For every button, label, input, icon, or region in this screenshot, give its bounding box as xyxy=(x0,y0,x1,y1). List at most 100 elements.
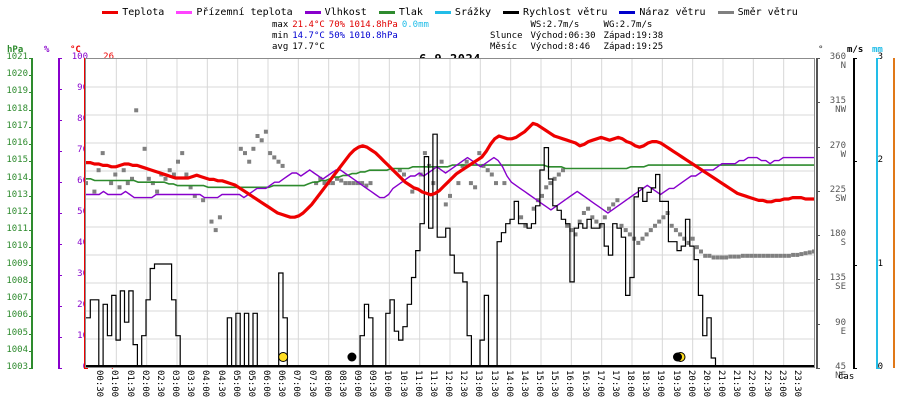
pressure-tick: 1007 xyxy=(6,293,28,304)
humidity-tick: 30 xyxy=(77,269,88,279)
x-tick-label: 15:30 xyxy=(549,370,560,398)
humidity-tick: 50 xyxy=(77,207,88,217)
humidity-tick-mark xyxy=(58,58,62,59)
humidity-tick: 70 xyxy=(77,145,88,155)
x-tick-label: 16:00 xyxy=(564,370,575,398)
humidity-tick: 100 xyxy=(71,52,88,62)
pressure-tick: 1019 xyxy=(6,86,28,97)
stats-row-avg: avg 17.7°C xyxy=(272,42,433,53)
x-tick-label: 16:30 xyxy=(579,370,590,398)
wind-gust-summary: WG:2.7m/s xyxy=(603,20,653,30)
direction-tick: 135 SE xyxy=(829,273,846,293)
x-tick-label: 18:00 xyxy=(625,370,635,398)
temperature-tick-mark xyxy=(84,368,88,369)
direction-tick: 45 NE xyxy=(835,362,846,381)
x-tick-label: 15:00 xyxy=(534,370,544,398)
rain-axis-line xyxy=(876,58,878,368)
moonrise-time: Východ:8:46 xyxy=(530,42,591,52)
x-tick-label: 07:30 xyxy=(306,370,317,398)
series-temperature xyxy=(86,121,814,219)
rain-tick-mark xyxy=(876,368,880,369)
temperature-axis-line xyxy=(84,58,86,368)
legend-precipitation: Srážky xyxy=(434,6,492,18)
legend-humidity-swatch xyxy=(304,10,321,14)
legend-precipitation-swatch xyxy=(434,10,451,14)
sunset-time: Západ:19:38 xyxy=(603,31,664,41)
legend-pressure-label: Tlak xyxy=(398,6,423,18)
direction-tick-mark xyxy=(816,368,820,369)
grid-lines xyxy=(86,59,814,367)
rain-tick: 1 xyxy=(880,53,900,62)
pressure-tick-mark xyxy=(29,247,33,249)
direction-tick: 180 S xyxy=(829,229,846,249)
pressure-tick-mark xyxy=(29,92,33,94)
x-tick-label: 12:30 xyxy=(458,370,469,398)
moon-row: Měsíc Východ:8:46 Západ:19:25 xyxy=(490,42,671,53)
pressure-tick-mark xyxy=(29,299,33,301)
x-tick-label: 06:00 xyxy=(261,370,271,398)
x-tick-label: 22:30 xyxy=(761,370,772,398)
stats-min-pressure: 1010.8hPa xyxy=(349,31,398,41)
x-tick-label: 17:00 xyxy=(594,370,605,398)
humidity-tick-mark xyxy=(58,368,62,369)
pressure-tick-mark xyxy=(29,126,33,128)
legend-temperature-swatch xyxy=(102,10,119,14)
x-tick-label: 13:30 xyxy=(488,370,499,398)
astro-block: WS:2.7m/s WG:2.7m/s Slunce Východ:06:30 … xyxy=(490,20,671,53)
pressure-tick: 1006 xyxy=(6,310,28,321)
wind-axis-unit: m/s xyxy=(847,45,864,55)
legend-ground-temperature-label: Přízemní teplota xyxy=(196,6,293,18)
stats-row-min: min 14.7°C 50% 1010.8hPa xyxy=(272,31,433,42)
x-tick-label: 06:30 xyxy=(276,370,287,398)
x-tick-label: 21:00 xyxy=(716,370,726,398)
legend-wind-gust-label: Náraz větru xyxy=(639,6,706,18)
wind-tick-mark xyxy=(853,368,857,369)
x-tick-label: 01:00 xyxy=(109,370,120,398)
direction-tick-mark xyxy=(816,279,820,281)
pressure-tick-mark xyxy=(29,230,33,232)
pressure-tick: 1011 xyxy=(6,224,28,235)
stats-label-min: min xyxy=(272,31,289,41)
pressure-tick: 1016 xyxy=(6,138,28,149)
x-tick-label: 07:00 xyxy=(291,370,302,398)
pressure-tick-mark xyxy=(29,58,33,59)
pressure-tick: 1008 xyxy=(6,275,28,286)
legend-precipitation-label: Srážky xyxy=(454,6,492,18)
direction-tick-mark xyxy=(816,146,820,148)
wind-tick-mark xyxy=(853,161,857,163)
x-tick-label: 13:00 xyxy=(473,370,484,398)
sunrise-time: Východ:06:30 xyxy=(530,31,596,41)
sun-row: Slunce Východ:06:30 Západ:19:38 xyxy=(490,31,671,42)
x-tick-label: 02:30 xyxy=(154,370,165,398)
pressure-tick: 1005 xyxy=(6,327,28,338)
stats-min-rain xyxy=(402,31,433,42)
direction-axis-unit: ° xyxy=(818,45,824,55)
humidity-tick-mark xyxy=(58,89,62,90)
pressure-tick-mark xyxy=(29,213,33,214)
direction-axis-line xyxy=(816,58,818,368)
rain-axis-unit: mm xyxy=(872,45,883,55)
legend-temperature: Teplota xyxy=(102,7,164,18)
pressure-tick-mark xyxy=(29,333,33,335)
pressure-tick: 1010 xyxy=(6,241,28,252)
x-tick-label: 04:30 xyxy=(215,370,226,398)
pressure-tick: 1021 xyxy=(6,52,28,62)
pressure-tick-mark xyxy=(29,281,33,283)
x-tick-label: 05:00 xyxy=(230,370,241,398)
pressure-tick-mark xyxy=(29,195,33,197)
stats-max-humidity: 70% xyxy=(328,20,346,30)
moonset-time: Západ:19:25 xyxy=(603,42,664,52)
rain-tick: 0 xyxy=(880,363,900,372)
wind-tick: 1 xyxy=(877,258,883,269)
humidity-tick: 90 xyxy=(77,83,88,93)
x-tick-label: 21:30 xyxy=(731,370,742,398)
stats-max-pressure: 1014.8hPa xyxy=(349,20,398,30)
legend-humidity: Vlhkost xyxy=(304,6,367,18)
direction-tick: 360 N xyxy=(829,52,846,71)
statistics-block: max 21.4°C 70% 1014.8hPa 0.0mm min 14.7°… xyxy=(272,20,433,53)
x-tick-label: 10:00 xyxy=(382,370,393,398)
legend-humidity-label: Vlhkost xyxy=(324,6,367,18)
series-wind-speed xyxy=(86,133,814,367)
right-border-line xyxy=(893,58,895,368)
humidity-tick: 20 xyxy=(77,300,88,310)
